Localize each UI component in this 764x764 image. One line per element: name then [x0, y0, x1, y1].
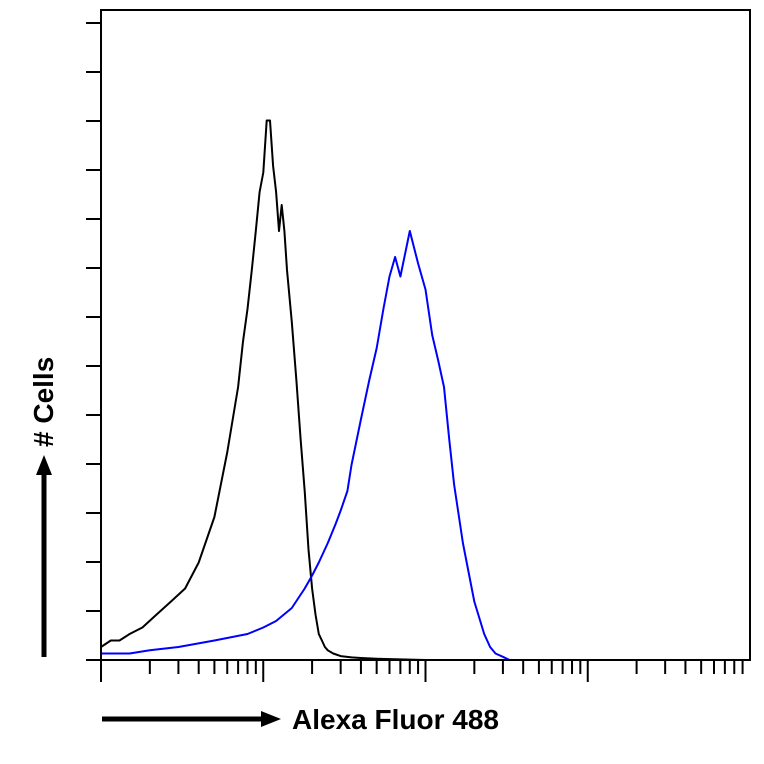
histogram-curves: [100, 119, 511, 661]
stained-histogram-line: [101, 230, 511, 661]
control-histogram-line: [100, 119, 426, 661]
plot-frame: [100, 9, 751, 661]
x-axis-label: Alexa Fluor 488: [292, 704, 499, 735]
y-axis-label: # Cells: [28, 357, 59, 447]
x-axis-arrow-head: [261, 711, 281, 727]
y-axis-arrow-head: [36, 455, 52, 475]
axis-ticks: [86, 22, 744, 682]
